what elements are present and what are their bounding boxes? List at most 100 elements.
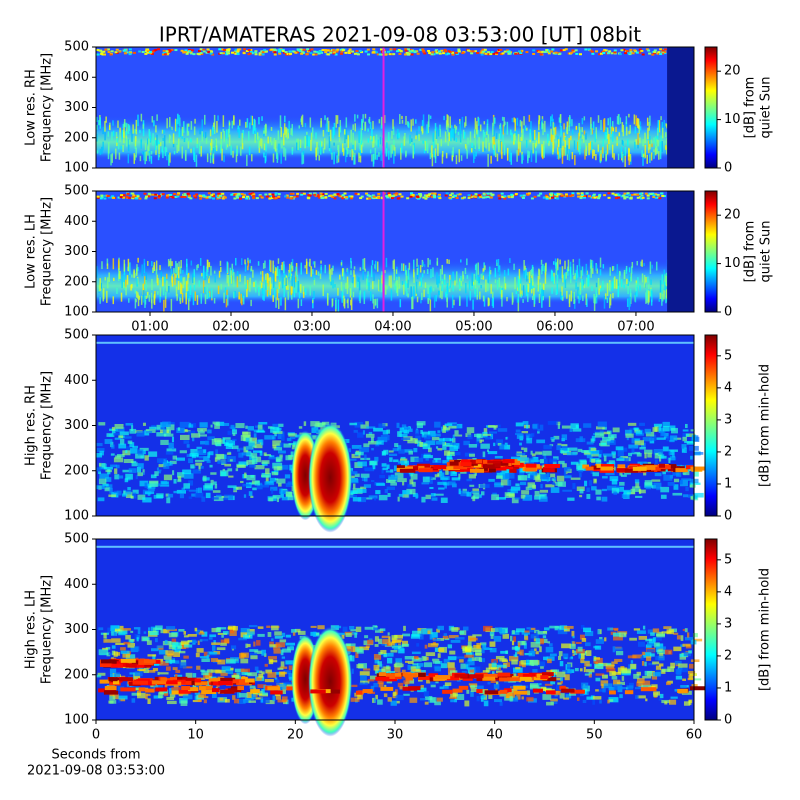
spectrogram-texture — [211, 193, 215, 196]
spectrogram-texture — [234, 52, 238, 55]
spectrogram-texture — [558, 117, 561, 123]
spectrogram-texture — [232, 432, 236, 436]
spectrogram-texture — [483, 196, 487, 199]
spectrogram-texture — [570, 290, 573, 302]
spectrogram-texture — [161, 146, 164, 153]
y-tick-label: 400 — [64, 214, 89, 229]
spectrogram-texture — [382, 467, 388, 471]
spectrogram-texture — [625, 433, 634, 438]
spectrogram-texture — [521, 290, 523, 296]
spectrogram-texture — [287, 291, 289, 300]
spectrogram-texture — [608, 133, 610, 145]
spectrogram-texture — [119, 270, 121, 280]
spectrogram-texture — [115, 455, 121, 459]
spectrogram-texture — [225, 138, 228, 150]
spectrogram-texture — [522, 285, 525, 297]
spectrogram-texture — [511, 460, 521, 465]
colorbar-tick-label: 3 — [724, 412, 732, 427]
spectrogram-texture — [332, 52, 336, 55]
spectrogram-texture — [515, 290, 518, 295]
spectrogram-texture — [232, 445, 239, 450]
spectrogram-texture — [460, 462, 472, 467]
spectrogram-texture — [455, 656, 466, 659]
spectrogram-texture — [139, 155, 142, 162]
spectrogram-texture — [194, 459, 205, 462]
spectrogram-texture — [357, 276, 359, 287]
spectrogram-texture — [225, 668, 234, 675]
spectrogram-texture — [393, 269, 395, 281]
y-tick-label: 300 — [64, 418, 89, 433]
spectrogram-texture — [575, 270, 578, 282]
spectrogram-texture — [177, 192, 181, 195]
spectrogram-texture — [374, 298, 377, 306]
spectrogram-texture — [601, 50, 605, 53]
spectrogram-texture — [457, 48, 461, 51]
spectrogram-texture — [206, 266, 208, 277]
spectrogram-texture — [278, 423, 284, 427]
spectrogram-texture — [206, 460, 211, 464]
spectrogram-texture — [612, 646, 616, 653]
spectrogram-texture — [100, 194, 104, 197]
spectrogram-texture — [122, 194, 126, 197]
spectrogram-texture — [586, 277, 588, 288]
spectrogram-texture — [172, 667, 178, 671]
spectrogram-texture — [617, 464, 626, 469]
spectrogram-texture — [467, 434, 473, 440]
spectrogram-texture — [347, 298, 349, 309]
spectrogram-texture — [191, 433, 201, 438]
spectrogram-texture — [495, 259, 498, 263]
spectrogram-texture — [432, 132, 435, 142]
spectrogram-texture — [128, 298, 130, 303]
spectrogram-texture — [145, 279, 147, 291]
spectrogram-texture — [642, 139, 644, 147]
spectrogram-texture — [256, 483, 263, 490]
spectrogram-texture — [345, 117, 348, 128]
spectrogram-texture — [678, 667, 688, 673]
spectrogram-texture — [684, 440, 694, 444]
spectrogram-texture — [469, 484, 475, 487]
spectrogram-texture — [352, 124, 354, 131]
spectrogram-texture — [627, 282, 629, 295]
spectrogram-texture — [226, 144, 229, 148]
spectrogram-texture — [431, 632, 438, 638]
spectrogram-texture — [652, 195, 656, 198]
spectrogram-texture — [254, 133, 256, 143]
spectrogram-texture — [487, 134, 490, 142]
spectrogram-texture — [98, 478, 107, 485]
spectrogram-texture — [515, 422, 524, 427]
spectrogram-texture — [405, 115, 407, 125]
spectrogram-texture — [404, 427, 411, 430]
spectrogram-texture — [620, 146, 623, 159]
spectrogram-texture — [254, 53, 258, 56]
spectrogram-texture — [168, 134, 171, 144]
spectrogram-texture — [496, 472, 503, 478]
spectrogram-texture — [587, 48, 591, 51]
spectrogram-texture — [273, 275, 275, 289]
spectrogram-texture — [478, 117, 480, 126]
spectrogram-texture — [488, 468, 496, 473]
spectrogram-texture — [345, 129, 348, 140]
spectrogram-texture — [385, 148, 388, 157]
spectrogram-texture — [668, 457, 671, 464]
spectrogram-texture — [418, 193, 422, 196]
spectrogram-texture — [625, 50, 629, 53]
spectrogram-texture — [581, 127, 583, 133]
spectrogram-texture — [578, 53, 582, 56]
spectrogram-texture — [375, 694, 378, 700]
spectrogram-texture — [319, 273, 322, 280]
spectrogram-texture — [510, 152, 513, 165]
spectrogram-texture — [362, 114, 364, 123]
spectrogram-texture — [488, 271, 491, 280]
spectrogram-texture — [251, 115, 254, 126]
spectrogram-texture — [139, 480, 149, 487]
spectrogram-texture — [278, 48, 282, 51]
spectrogram-texture — [447, 422, 457, 425]
spectrogram-texture — [451, 53, 455, 56]
spectrogram-texture — [283, 147, 285, 157]
spectrogram-texture — [151, 50, 155, 53]
spectrogram-texture — [537, 430, 540, 434]
spectrogram-texture — [279, 115, 282, 128]
spectrogram-texture — [302, 285, 305, 295]
spectrogram-texture — [482, 193, 486, 196]
spectrogram-texture — [453, 434, 463, 437]
